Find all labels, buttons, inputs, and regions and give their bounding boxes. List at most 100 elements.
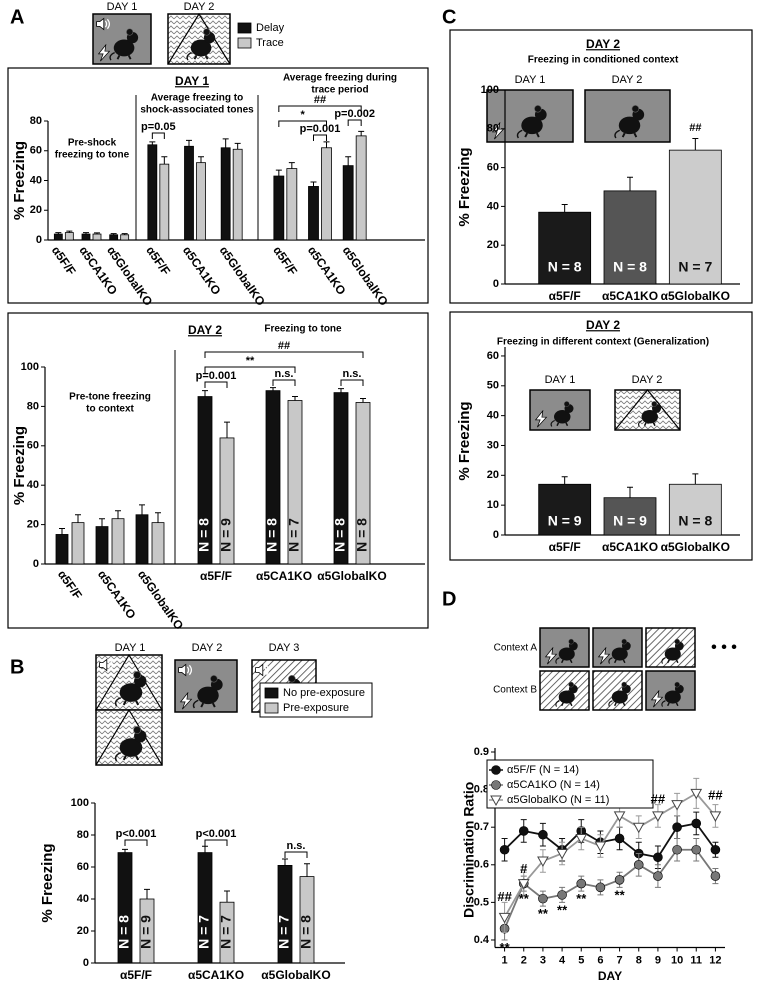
annotation: n.s. xyxy=(275,368,294,380)
annotation: p=0.001 xyxy=(196,370,237,382)
y-tick-label: 10 xyxy=(487,499,499,511)
error-bar xyxy=(94,232,100,235)
x-tick-label: α5F/F xyxy=(549,289,581,303)
x-tick-label: α5GlobalKO xyxy=(217,244,268,309)
significance-bracket xyxy=(272,379,296,386)
error-bar xyxy=(122,848,128,853)
annotation: n.s. xyxy=(287,840,306,852)
marker xyxy=(652,811,664,822)
marker xyxy=(498,912,511,924)
error-bar xyxy=(161,156,168,165)
icon-label: DAY 2 xyxy=(184,1,215,13)
error-bar xyxy=(310,181,317,187)
significance-bracket xyxy=(204,351,364,358)
chart-subtitle: Freezing in conditioned context xyxy=(528,55,679,66)
bar xyxy=(55,534,69,565)
bar xyxy=(64,232,74,241)
annotation: ## xyxy=(497,889,512,904)
x-tick-label: α5CA1KO xyxy=(602,540,658,554)
y-tick-label: 0.8 xyxy=(474,784,489,796)
error-bar xyxy=(144,888,150,899)
x-tick-label: 9 xyxy=(655,954,661,966)
x-tick-label: 8 xyxy=(636,954,642,966)
error-bar xyxy=(139,504,145,515)
error-bar xyxy=(692,138,699,151)
bar xyxy=(355,135,367,241)
annotation: p=0.05 xyxy=(141,121,176,133)
marker xyxy=(672,822,682,832)
x-tick-label: α5GlobalKO xyxy=(317,569,386,583)
icon-triangle xyxy=(167,12,231,65)
x-tick-label: 10 xyxy=(671,954,683,966)
icon-label: DAY 2 xyxy=(632,374,663,386)
legend-swatch xyxy=(237,22,252,34)
y-tick-label: 40 xyxy=(27,479,39,491)
marker xyxy=(632,822,645,834)
legend-label: α5GlobalKO (N = 11) xyxy=(507,794,609,806)
annotation: ## xyxy=(278,340,290,352)
bar xyxy=(273,175,285,241)
error-bar xyxy=(224,421,230,438)
y-tick-label: 60 xyxy=(77,861,89,873)
y-tick-label: 60 xyxy=(487,350,499,362)
x-tick-label: α5F/F xyxy=(270,244,300,278)
error-bar xyxy=(345,156,352,166)
y-tick-label: 30 xyxy=(487,439,499,451)
icon-label: DAY 2 xyxy=(192,642,223,654)
marker xyxy=(499,844,510,855)
panel-frame xyxy=(7,312,429,629)
annotation: ** xyxy=(500,940,511,955)
x-tick-label: α5GlobalKO xyxy=(261,968,330,982)
x-tick-label: 5 xyxy=(578,954,584,966)
panel-frame xyxy=(449,29,753,304)
error-bar xyxy=(202,390,208,397)
marker xyxy=(538,893,548,904)
bar xyxy=(109,234,119,241)
series-line xyxy=(503,792,717,918)
y-tick-label: 40 xyxy=(487,410,499,422)
marker xyxy=(671,800,683,811)
group-title: Pre-shock xyxy=(68,138,117,149)
y-tick-label: 80 xyxy=(487,123,499,135)
annotation: p<0.001 xyxy=(116,828,157,840)
error-bar xyxy=(222,138,229,148)
bar xyxy=(120,234,130,241)
chart-title: DAY 2 xyxy=(586,318,620,332)
n-label: N = 8 xyxy=(613,259,647,275)
error-bar xyxy=(561,476,568,485)
y-tick-label: 80 xyxy=(27,400,39,412)
context-label: Context B xyxy=(493,685,537,696)
n-label: N = 8 xyxy=(332,518,348,552)
significance-bracket xyxy=(278,120,327,127)
legend-label: Delay xyxy=(256,22,285,34)
x-tick-label: 4 xyxy=(559,954,566,966)
x-tick-label: 2 xyxy=(521,954,527,966)
marker xyxy=(633,859,644,870)
y-tick-label: 0.5 xyxy=(474,896,489,908)
error-bar xyxy=(55,232,62,235)
y-tick-label: 100 xyxy=(71,797,89,809)
annotation: ** xyxy=(519,891,530,906)
x-tick-label: 12 xyxy=(709,954,721,966)
n-label: N = 7 xyxy=(678,259,712,275)
legend-marker xyxy=(491,780,501,790)
group-title: to context xyxy=(86,404,134,415)
error-bar xyxy=(115,510,121,519)
annotation: ** xyxy=(576,891,587,906)
error-bar xyxy=(304,863,310,877)
y-tick-label: 0 xyxy=(493,278,499,290)
x-tick-label: α5F/F xyxy=(55,568,85,602)
error-bar xyxy=(186,139,192,147)
marker xyxy=(575,833,588,845)
annotation: # xyxy=(520,861,528,876)
error-bar xyxy=(75,514,81,523)
error-bar xyxy=(224,890,230,903)
marker xyxy=(614,833,625,844)
n-label: N = 8 xyxy=(264,518,280,552)
icon-triangle xyxy=(95,653,163,711)
x-tick-label: 1 xyxy=(502,954,508,966)
x-tick-label: α5F/F xyxy=(549,540,581,554)
error-bar xyxy=(292,396,298,401)
bar xyxy=(668,149,722,285)
